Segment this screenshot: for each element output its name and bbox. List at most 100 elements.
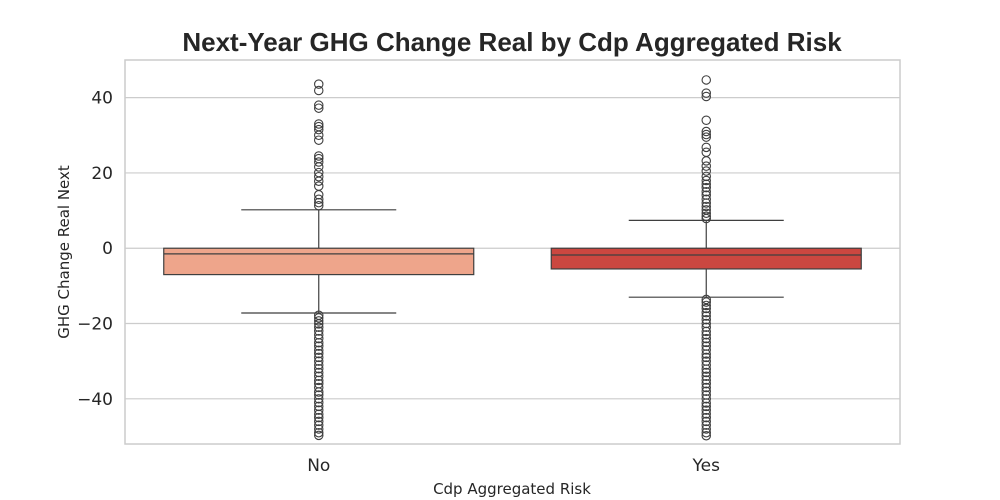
y-tick-labels: 40 20 0 −20 −40 [77, 89, 113, 410]
outlier-point [701, 330, 711, 340]
outlier-point [701, 297, 711, 307]
box-group-yes [550, 219, 862, 298]
y-tick-label: −40 [77, 390, 113, 410]
iqr-box [163, 247, 475, 276]
outlier-point [701, 156, 711, 166]
outlier-point [701, 401, 711, 412]
outlier-point [701, 394, 711, 404]
outlier-point [701, 179, 711, 189]
outlier-point [701, 75, 711, 85]
outlier-point [701, 161, 711, 171]
outlier-point [313, 100, 324, 110]
y-tick-label: 20 [91, 164, 113, 184]
outlier-point [701, 213, 711, 224]
x-tick-labels: No Yes [307, 456, 720, 476]
outlier-point [701, 194, 711, 205]
outlier-point [313, 348, 324, 359]
outlier-point [313, 397, 324, 408]
outlier-point [701, 326, 711, 337]
outlier-point [701, 294, 711, 305]
outlier-point [313, 390, 324, 400]
outlier-point [701, 375, 711, 385]
outlier-point [701, 187, 711, 197]
outlier-point [701, 371, 711, 381]
outlier-point [313, 181, 324, 191]
x-tick-label: Yes [692, 456, 721, 476]
outlier-point [701, 424, 711, 434]
outlier-point [313, 316, 324, 326]
outlier-point [701, 409, 711, 419]
outlier-point [313, 345, 324, 356]
outlier-point [701, 126, 711, 137]
outlier-point [701, 430, 711, 441]
outlier-point [313, 387, 324, 397]
outlier-point [313, 85, 324, 96]
outlier-point [313, 412, 324, 423]
outlier-point [313, 326, 324, 336]
outlier-point [313, 427, 324, 438]
outlier-point [701, 300, 711, 311]
outlier-point [313, 416, 324, 427]
outlier-point [701, 88, 711, 98]
outlier-point [701, 129, 711, 140]
outlier-point [701, 360, 711, 370]
outlier-point [313, 194, 324, 205]
chart-title: Next-Year GHG Change Real by Cdp Aggrega… [182, 27, 842, 57]
outlier-point [701, 382, 711, 393]
outlier-point [701, 420, 711, 430]
outlier-point [701, 307, 711, 318]
outlier-point [701, 147, 711, 157]
outlier-point [313, 162, 324, 172]
outlier-point [313, 341, 324, 351]
outlier-point [701, 386, 711, 397]
outlier-point [701, 132, 711, 142]
outlier-point [313, 371, 324, 381]
box-layer [163, 209, 862, 314]
box-group-no [163, 209, 475, 314]
x-tick-label: No [307, 456, 330, 476]
outlier-point [313, 119, 324, 129]
outlier-point [313, 157, 324, 167]
outlier-point [701, 201, 711, 212]
y-tick-label: −20 [77, 315, 113, 335]
outlier-point [313, 135, 324, 145]
outlier-point [701, 182, 711, 193]
outlier-point [313, 424, 324, 434]
outlier-point [313, 430, 324, 441]
outlier-point [313, 356, 324, 366]
outlier-point [313, 200, 324, 211]
outlier-point [701, 311, 711, 321]
outlier-point [701, 142, 711, 153]
outlier-point [701, 115, 711, 125]
outlier-point [701, 367, 711, 378]
outlier-point [313, 363, 324, 374]
outlier-point [701, 333, 711, 344]
outlier-point [701, 322, 711, 333]
iqr-box [550, 247, 862, 270]
outlier-point [313, 409, 324, 420]
outlier-point [313, 333, 324, 344]
outlier-point [313, 313, 324, 323]
outlier-point [313, 394, 324, 404]
outlier-point [701, 166, 711, 176]
outlier-point [313, 171, 324, 182]
outlier-point [313, 79, 324, 89]
outlier-point [313, 360, 324, 370]
outlier-point [313, 405, 324, 415]
outlier-point [701, 337, 711, 348]
outlier-point [701, 315, 711, 325]
outlier-point [313, 375, 324, 386]
outlier-point [701, 364, 711, 374]
outlier-point [313, 322, 324, 333]
outlier-point [313, 176, 324, 186]
outlier-point [701, 379, 711, 389]
outlier-layer [313, 75, 711, 441]
outlier-point [701, 427, 711, 438]
outlier-point [701, 398, 711, 408]
x-axis-label: Cdp Aggregated Risk [433, 480, 591, 498]
outlier-point [701, 416, 711, 427]
outlier-point [701, 412, 711, 423]
outlier-point [701, 211, 711, 221]
